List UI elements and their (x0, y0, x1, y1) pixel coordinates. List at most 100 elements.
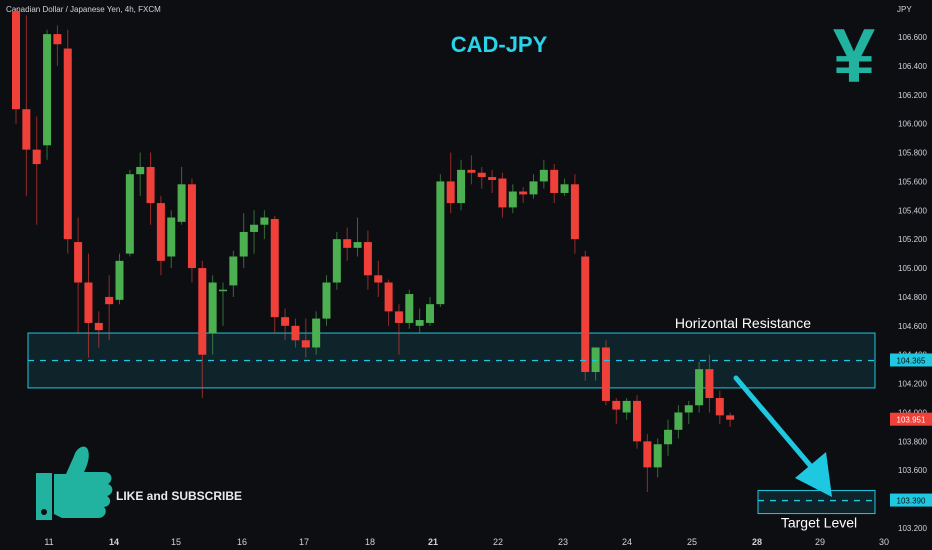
candle-body (136, 166, 145, 175)
candle-body (43, 34, 52, 146)
price-tick-label: 104.800 (898, 293, 927, 302)
symbol-description: Canadian Dollar / Japanese Yen, 4h, FXCM (6, 5, 161, 14)
time-tick-label: 15 (171, 537, 181, 547)
candle-body (22, 109, 31, 150)
candle-body (426, 304, 434, 323)
price-tick-label: 106.200 (898, 91, 927, 100)
candle-body (301, 340, 310, 348)
target-label: Target Level (781, 515, 857, 531)
candle-body (488, 177, 497, 180)
price-tick-label: 105.000 (898, 264, 927, 273)
candle-body (53, 34, 62, 45)
candle-body (270, 218, 279, 318)
candle-body (570, 184, 579, 240)
candle-body (105, 296, 114, 305)
candle-body (260, 217, 269, 225)
price-tick-label: 103.600 (898, 466, 927, 475)
price-tick-label: 105.400 (898, 206, 927, 215)
time-tick-label: 30 (879, 537, 889, 547)
zones-layer (27, 332, 876, 515)
candle-body (167, 217, 176, 257)
candle-body (633, 400, 641, 442)
candle-body (436, 181, 445, 305)
price-tick-label: 106.600 (898, 33, 927, 42)
candle-body (74, 242, 83, 283)
candle-body (726, 415, 735, 420)
time-tick-label: 28 (752, 537, 762, 547)
time-tick-label: 23 (558, 537, 568, 547)
price-tick-label: 104.200 (898, 380, 927, 389)
candle-body (198, 268, 207, 355)
time-tick-label: 11 (44, 537, 53, 547)
candle-body (560, 184, 569, 193)
time-tick-label: 24 (622, 537, 632, 547)
candle-body (664, 429, 673, 445)
candle-body (601, 347, 610, 401)
resistance-label: Horizontal Resistance (675, 315, 811, 331)
candle-body (32, 149, 41, 165)
candle-body (84, 282, 93, 323)
zone-lines-layer: Horizontal Resistance Target Level (28, 315, 875, 531)
candle-body (125, 174, 134, 254)
candle-body (394, 311, 403, 323)
yen-logo-icon: ¥ (833, 14, 875, 99)
candle-body (291, 325, 300, 341)
candle-body (674, 412, 683, 430)
candle-body (229, 256, 238, 286)
last-price-tag-bg (890, 412, 932, 426)
candle-body (374, 275, 383, 283)
time-axis: 11 14 15 16 17 18 21 22 23 24 25 28 29 30 (44, 537, 889, 547)
candle-body (353, 242, 362, 248)
candle-body (550, 169, 559, 193)
candle-body (415, 320, 424, 326)
candle-body (643, 441, 652, 468)
candle-body (508, 191, 517, 208)
candle-body (695, 369, 704, 406)
candle-body (405, 294, 414, 323)
candle-body (12, 11, 20, 110)
candle-body (219, 289, 227, 292)
candle-body (715, 398, 724, 416)
time-tick-label: 21 (428, 537, 438, 547)
price-tick-label: 104.600 (898, 322, 927, 331)
candle-body (622, 400, 631, 413)
candle-body (146, 166, 155, 204)
price-axis: 106.600 106.400 106.200 106.000 105.800 105.6… (890, 33, 932, 533)
time-tick-label: 25 (687, 537, 697, 547)
candle-body (581, 256, 590, 373)
candle-body (332, 239, 341, 283)
candle-body (705, 369, 714, 399)
candle-body (312, 318, 321, 348)
candle-body (363, 242, 372, 276)
candles-layer (12, 8, 735, 492)
target-arrow (733, 375, 832, 497)
candle-body (239, 231, 248, 257)
subscribe-text: LIKE and SUBSCRIBE (116, 489, 242, 503)
price-tick-label: 105.800 (898, 149, 927, 158)
time-tick-label: 17 (299, 537, 309, 547)
thumbs-up-icon (36, 446, 113, 520)
candle-body (591, 347, 600, 373)
candle-body (384, 282, 393, 312)
candle-body (208, 282, 217, 334)
candle-body (250, 224, 259, 232)
candle-body (343, 239, 352, 248)
resistance-price-tag: 104.365 (897, 356, 926, 365)
resistance-price-tag-bg (890, 353, 932, 367)
candle-body (653, 444, 662, 468)
candle-body (612, 400, 621, 410)
candle-body (115, 260, 124, 300)
price-tick-label: 105.600 (898, 177, 927, 186)
time-tick-label: 14 (109, 537, 119, 547)
candle-body (63, 48, 72, 240)
currency-label: JPY (897, 5, 912, 14)
candle-body (529, 181, 538, 195)
price-tick-label: 106.000 (898, 120, 927, 129)
candle-body (519, 191, 528, 195)
candle-body (457, 169, 466, 204)
time-tick-label: 16 (237, 537, 247, 547)
candle-body (539, 169, 548, 182)
time-tick-label: 18 (365, 537, 375, 547)
